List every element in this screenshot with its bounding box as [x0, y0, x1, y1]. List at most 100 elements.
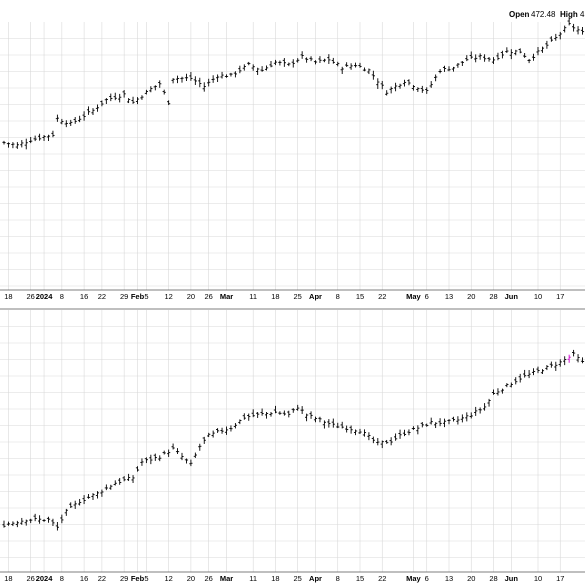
ohlc-bar: [273, 405, 278, 414]
ohlc-bar: [46, 134, 51, 141]
ohlc-bar: [376, 438, 380, 446]
ohlc-bar: [46, 516, 51, 523]
chart-panel-top: 18 26 2024 8 16 22 29 Feb 5 12 20 26 Mar 11 18 25 Apr 8 15…: [0, 17, 585, 301]
ohlc-bar: [127, 98, 131, 104]
x-tick-label: Feb: [131, 292, 145, 301]
ohlc-bar: [2, 140, 6, 145]
ohlc-bar: [527, 58, 531, 64]
ohlc-bar: [180, 452, 184, 461]
x-tick-label: Apr: [309, 574, 322, 583]
ohlc-bar: [545, 365, 549, 371]
ohlc-bar: [331, 418, 335, 428]
ohlc-bar: [505, 383, 509, 388]
ohlc-bar: [73, 117, 77, 124]
x-tick-label: 13: [445, 574, 453, 583]
open-label: Open: [509, 10, 530, 19]
ohlc-bar: [309, 56, 313, 62]
ohlc-bar: [269, 61, 273, 68]
ohlc-bar: [113, 92, 117, 101]
ohlc-bar: [358, 62, 362, 68]
ohlc-bar: [256, 67, 260, 75]
ohlc-bar: [198, 77, 202, 88]
ohlc-bar: [531, 53, 536, 61]
ohlc-bar: [273, 59, 278, 66]
ohlc-bar: [336, 422, 340, 429]
ohlc-bar: [353, 429, 358, 436]
ohlc-bar: [69, 502, 73, 508]
x-tick-label: Mar: [220, 574, 233, 583]
ohlc-bar: [549, 361, 553, 368]
x-tick-label: 6: [425, 292, 429, 301]
ohlc-bar: [402, 79, 407, 87]
ohlc-bar: [451, 416, 456, 422]
x-tick-label: 15: [356, 292, 364, 301]
x-tick-label: 8: [336, 574, 340, 583]
ohlc-bar: [474, 406, 478, 416]
high-label: High: [560, 10, 578, 19]
ohlc-bar: [144, 457, 148, 464]
ohlc-bar: [135, 97, 140, 105]
ohlc-bar: [563, 25, 567, 33]
ohlc-bar: [189, 459, 193, 467]
ohlc-bar: [349, 63, 353, 70]
ohlc-bar: [518, 48, 522, 54]
ohlc-bar: [483, 403, 487, 411]
ohlc-bar: [11, 521, 15, 527]
ohlc-bar: [394, 82, 398, 92]
ohlc-bar: [540, 369, 545, 374]
ohlc-bar: [100, 100, 104, 107]
ohlc-bar: [380, 440, 384, 449]
ohlc-bar: [509, 49, 513, 60]
ohlc-bar: [318, 56, 322, 64]
ohlc-bar: [558, 31, 562, 40]
ohlc-bar: [465, 412, 469, 422]
ohlc-bar: [264, 65, 269, 71]
x-tick-label: 8: [336, 292, 340, 301]
ohlc-bar: [15, 520, 19, 528]
ohlc-bar: [353, 62, 358, 68]
ohlc-bar: [385, 90, 389, 96]
ohlc-bar: [251, 64, 255, 71]
quote-header: Open 472.48 High 4: [0, 0, 585, 22]
ohlc-bar: [398, 429, 402, 439]
ohlc-bar: [460, 60, 464, 66]
ohlc-bar: [73, 500, 77, 509]
ohlc-bar: [340, 421, 344, 429]
ohlc-bar: [264, 412, 269, 419]
ohlc-bar: [327, 419, 331, 428]
x-tick-label: Feb: [131, 574, 145, 583]
ohlc-bar: [127, 473, 131, 481]
ohlc-bar: [291, 59, 295, 68]
ohlc-bar: [407, 429, 411, 436]
x-tick-label: 18: [271, 292, 279, 301]
ohlc-bar: [367, 68, 371, 75]
ohlc-bar: [109, 93, 113, 102]
ohlc-bar: [233, 71, 237, 78]
x-tick-label: 20: [467, 292, 475, 301]
ohlc-bar: [313, 60, 318, 65]
ohlc-bar: [64, 508, 68, 516]
ohlc-bar: [64, 120, 68, 128]
ohlc-bar: [60, 118, 64, 125]
ohlc-bar: [220, 427, 224, 434]
ohlc-bar: [193, 452, 197, 458]
ohlc-bar: [86, 106, 91, 115]
ohlc-bar: [576, 354, 580, 363]
ohlc-bar: [402, 429, 407, 437]
ohlc-bar: [580, 27, 585, 35]
ohlc-bar: [216, 74, 220, 83]
ohlc-bar: [420, 422, 424, 428]
ohlc-bar: [509, 382, 513, 388]
ohlc-bar: [247, 61, 251, 66]
ohlc-bar: [256, 411, 260, 418]
ohlc-bar: [224, 74, 229, 78]
ohlc-bar: [296, 404, 300, 411]
ohlc-bar: [184, 458, 189, 464]
ohlc-bar: [180, 76, 184, 83]
x-tick-label: Mar: [220, 292, 233, 301]
ohlc-bar: [389, 86, 393, 94]
ohlc-bar: [15, 142, 19, 149]
ohlc-bar: [158, 455, 162, 462]
x-tick-label: 18: [4, 292, 12, 301]
